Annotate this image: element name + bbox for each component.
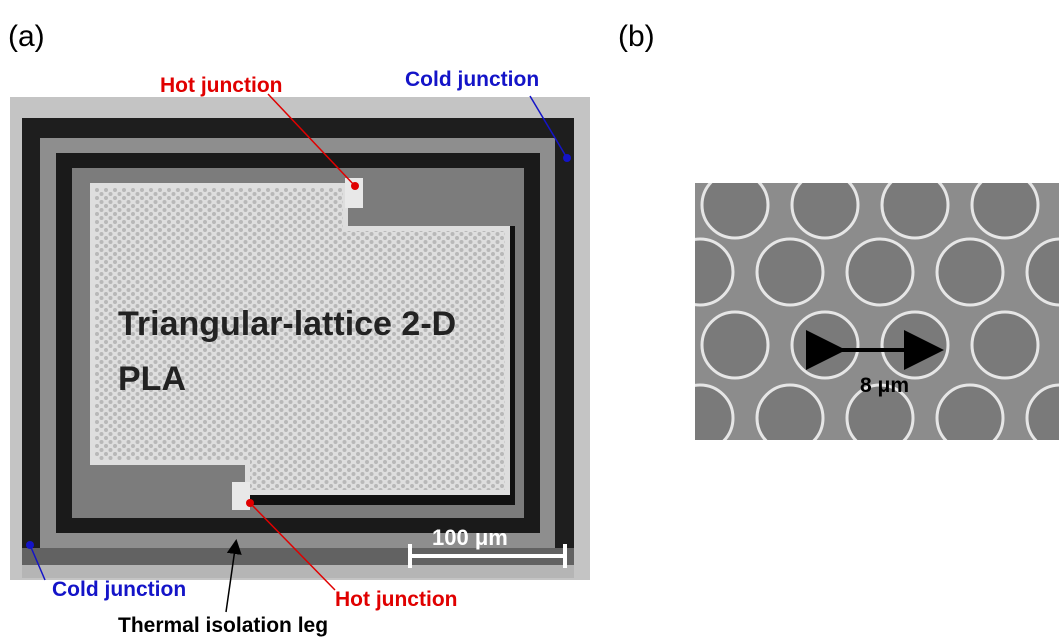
hole <box>937 239 1003 305</box>
hole <box>972 312 1038 378</box>
hole <box>792 172 858 238</box>
annotation: Thermal isolation leg <box>118 614 328 637</box>
hole <box>937 385 1003 451</box>
hole <box>702 312 768 378</box>
annotation: Hot junction <box>160 74 282 97</box>
annotation: Cold junction <box>405 68 539 91</box>
panel-label: (a) <box>8 20 45 53</box>
hole <box>972 172 1038 238</box>
scale-bar-label: 100 μm <box>432 525 508 550</box>
device-label: Triangular-lattice 2-D <box>118 305 456 343</box>
hole <box>757 385 823 451</box>
figure: (a) (b) Hot junction Cold junction Trian… <box>0 0 1059 637</box>
hole <box>702 172 768 238</box>
hole <box>667 385 733 451</box>
hole <box>667 239 733 305</box>
panel-label: (b) <box>618 20 655 53</box>
hole <box>792 312 858 378</box>
annotation: Hot junction <box>335 588 457 611</box>
hole <box>847 239 913 305</box>
scale-bar-label: 8 μm <box>860 374 909 397</box>
sem-image-b <box>667 172 1059 451</box>
hole <box>882 172 948 238</box>
device-label: PLA <box>118 360 186 398</box>
annotation: Cold junction <box>52 578 186 601</box>
hole <box>757 239 823 305</box>
hole <box>882 312 948 378</box>
